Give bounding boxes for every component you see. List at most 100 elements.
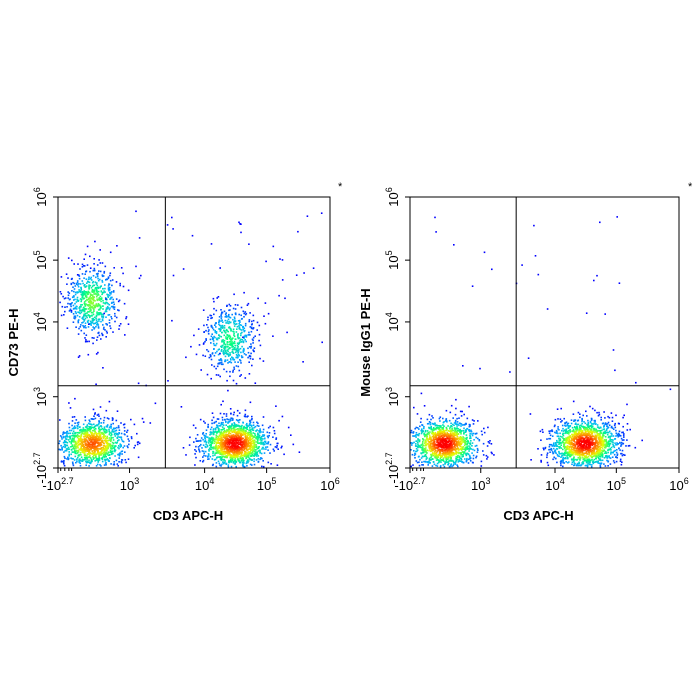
event-dot [103,419,105,422]
event-dot [424,441,427,443]
event-dot [69,407,72,409]
event-dot [92,454,95,457]
event-dot [228,447,230,449]
event-dot [92,429,95,432]
event-dot [446,449,449,452]
event-dot [118,299,121,302]
event-dot [455,459,457,462]
event-dot [109,444,111,446]
event-dot [413,406,415,409]
event-dot [102,437,105,439]
event-dot [120,437,123,439]
event-dot [221,432,223,435]
event-dot [449,433,451,436]
event-dot [76,450,78,452]
event-dot [86,280,89,283]
event-dot [250,440,252,443]
event-dot [267,312,270,315]
event-dot [421,431,423,434]
event-dot [251,453,253,456]
event-dot [136,432,138,435]
event-dot [107,277,110,280]
event-dot [421,446,424,448]
event-dot [92,302,94,305]
event-dot [248,436,251,439]
event-dot [415,436,417,438]
event-dot [220,421,223,424]
event-dot [226,445,228,447]
event-dot [111,296,113,299]
event-dot [97,442,99,445]
event-dot [465,443,467,445]
event-dot [228,453,230,456]
event-dot [234,342,236,345]
event-dot [261,435,263,438]
event-dot [211,327,214,329]
event-dot [119,282,121,285]
event-dot [434,448,436,451]
event-dot [92,299,95,301]
event-dot [90,301,93,303]
event-dot [442,452,444,454]
event-dot [108,444,110,446]
event-dot [86,320,89,323]
x-tick-label: 106 [320,476,339,493]
event-dot [224,445,227,448]
event-dot [223,456,226,458]
event-dot [106,446,108,449]
event-dot [231,436,233,439]
event-dot [96,322,99,325]
event-dot [223,450,226,452]
event-dot [222,340,225,343]
event-dot [82,430,85,432]
event-dot [245,451,247,454]
event-dot [250,418,253,421]
event-dot [120,445,122,448]
event-dot [441,455,444,458]
event-dot [460,425,462,427]
event-dot [191,234,194,237]
event-dot [117,446,119,449]
event-dot [211,317,213,319]
event-dot [96,312,98,315]
event-dot [83,456,86,459]
event-dot [225,336,227,338]
event-dot [461,446,463,448]
event-dot [210,426,213,429]
event-dot [253,435,255,438]
event-dot [447,440,450,443]
event-dot [237,458,239,461]
event-dot [111,291,113,293]
event-dot [215,326,217,328]
event-dot [216,451,219,453]
event-dot [242,349,245,352]
event-dot [193,334,195,337]
event-dot [88,323,90,325]
event-dot [214,428,217,431]
event-dot [221,423,224,426]
event-dot [242,443,244,446]
event-dot [101,460,104,463]
event-dot [93,269,96,272]
event-dot [95,383,97,386]
event-dot [72,321,75,323]
event-dot [99,441,102,444]
event-dot [94,412,96,414]
event-dot [121,459,124,461]
event-dot [102,328,105,330]
event-dot [236,439,238,441]
event-dot [74,446,77,448]
event-dot [116,436,118,439]
event-dot [252,328,254,330]
event-dot [208,329,210,331]
event-dot [453,445,456,447]
event-dot [126,445,129,447]
event-dot [233,366,235,369]
event-dot [448,435,450,437]
event-dot [439,439,442,442]
event-dot [470,448,472,450]
event-dot [212,342,215,345]
event-dot [468,445,470,447]
event-dot [451,423,454,426]
